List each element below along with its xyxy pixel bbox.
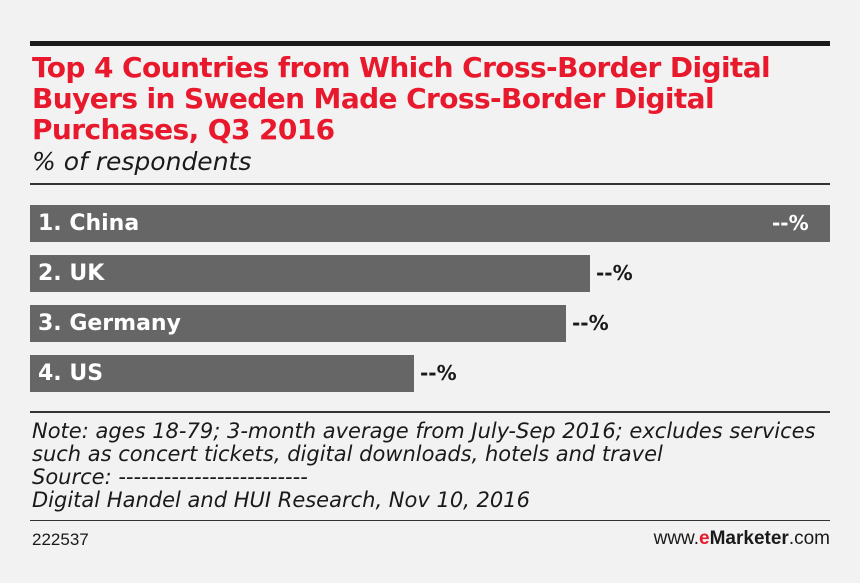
header-rule [30, 183, 830, 185]
bar [30, 205, 830, 242]
bar-category-label: 4. US [38, 361, 104, 386]
brand-e: e [699, 528, 710, 549]
chart-id: 222537 [32, 530, 89, 549]
bar-row: 3. Germany --% [30, 305, 830, 342]
chart-title: Top 4 Countries from Which Cross-Border … [32, 51, 771, 146]
bar-value-label: --% [772, 211, 809, 235]
brand-link[interactable]: www.eMarketer.com [654, 528, 830, 550]
bar-value-label: --% [596, 261, 633, 285]
brand-name: Marketer [709, 528, 789, 549]
source-text: Digital Handel and HUI Research, Nov 10,… [32, 488, 530, 512]
bar-category-label: 3. Germany [38, 311, 181, 336]
bar-row: 1. China --% [30, 205, 830, 242]
source-label: Source: ------------------------- [32, 465, 308, 489]
note-line-2: such as concert tickets, digital downloa… [32, 442, 663, 466]
bar-category-label: 2. UK [38, 261, 105, 286]
notes: Note: ages 18-79; 3-month average from J… [32, 420, 832, 512]
bar [30, 355, 414, 392]
top-rule [30, 41, 830, 46]
chart-subtitle: % of respondents [32, 147, 252, 176]
note-line-1: Note: ages 18-79; 3-month average from J… [32, 419, 816, 443]
bar-row: 2. UK --% [30, 255, 830, 292]
bar-category-label: 1. China [38, 211, 140, 236]
bar [30, 305, 566, 342]
bar [30, 255, 590, 292]
notes-rule [30, 411, 830, 413]
footer-rule [30, 520, 830, 521]
brand-prefix: www. [653, 528, 700, 549]
bar-value-label: --% [572, 311, 609, 335]
bar-row: 4. US --% [30, 355, 830, 392]
bar-value-label: --% [420, 361, 457, 385]
brand-suffix: .com [788, 528, 830, 549]
